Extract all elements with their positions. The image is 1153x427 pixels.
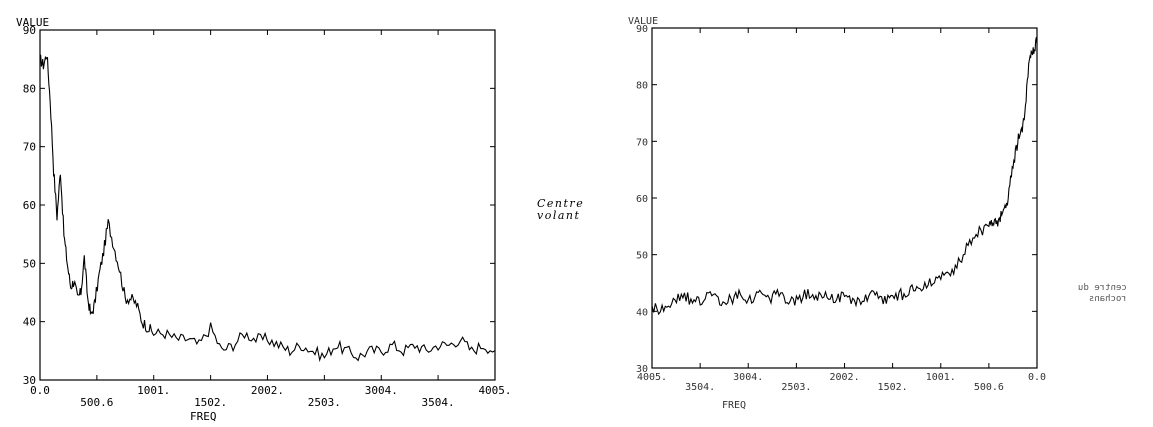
y-axis-label: VALUE — [628, 16, 658, 27]
centre-volant-note: Centre volant — [537, 198, 584, 222]
y-tick-label: 80 — [636, 81, 648, 92]
y-tick-label: 70 — [23, 141, 36, 154]
x-tick-label: 3004. — [365, 384, 398, 397]
x-tick-label: 500.6 — [80, 396, 113, 409]
volant-label: volant — [537, 209, 581, 222]
plot-frame — [651, 27, 1038, 369]
y-tick-label: 60 — [636, 194, 648, 205]
y-tick-label: 50 — [23, 257, 36, 270]
y-tick-label: 70 — [636, 137, 648, 148]
centre-du-rochans-note: centre du rochans — [1078, 283, 1127, 305]
chart-right: 90 80 70 60 50 40 30 0.0 500.6 1001. 1502. 2002. 250… — [628, 16, 1046, 411]
plot-frame — [39, 29, 496, 381]
x-tick-label: 4005. — [478, 384, 511, 397]
y-tick-label: 50 — [636, 251, 648, 262]
y-tick-label: 90 — [636, 24, 648, 35]
y-tick-label: 90 — [23, 24, 36, 37]
centre-label: Centre — [537, 197, 585, 210]
x-tick-label: 2002. — [829, 372, 859, 383]
y-tick-label: 80 — [23, 82, 36, 95]
x-tick-label: 2503. — [781, 382, 811, 393]
x-tick-label: 1001. — [137, 384, 170, 397]
y-tick-label: 40 — [636, 307, 648, 318]
x-tick-label: 500.6 — [974, 382, 1004, 393]
y-tick-label: 40 — [23, 316, 36, 329]
chart-left: 30 40 50 60 70 80 90 0.0 500.6 1001. 1502. 2002. 250… — [16, 16, 512, 423]
x-axis-label: FREQ — [722, 400, 746, 411]
y-axis-label: VALUE — [16, 16, 49, 29]
x-tick-label: 1502. — [878, 382, 908, 393]
x-tick-label: 0.0 — [30, 384, 50, 397]
y-tick-label: 60 — [23, 199, 36, 212]
series-line — [651, 36, 1038, 316]
series-line — [39, 54, 496, 363]
x-tick-label: 2002. — [251, 384, 284, 397]
x-tick-label: 0.0 — [1028, 372, 1046, 383]
x-tick-label: 2503. — [308, 396, 341, 409]
x-tick-label: 1001. — [926, 372, 956, 383]
x-tick-label: 3504. — [685, 382, 715, 393]
x-tick-label: 1502. — [194, 396, 227, 409]
y-tick-label: 30 — [636, 364, 648, 375]
y-tick-label: 30 — [23, 374, 36, 387]
rochans-label: rochans — [1088, 294, 1127, 304]
x-axis-label: FREQ — [190, 410, 217, 423]
x-tick-label: 3504. — [422, 396, 455, 409]
centre-du-label: centre du — [1078, 283, 1127, 293]
x-tick-label: 4005. — [637, 372, 667, 383]
x-tick-label: 3004. — [733, 372, 763, 383]
